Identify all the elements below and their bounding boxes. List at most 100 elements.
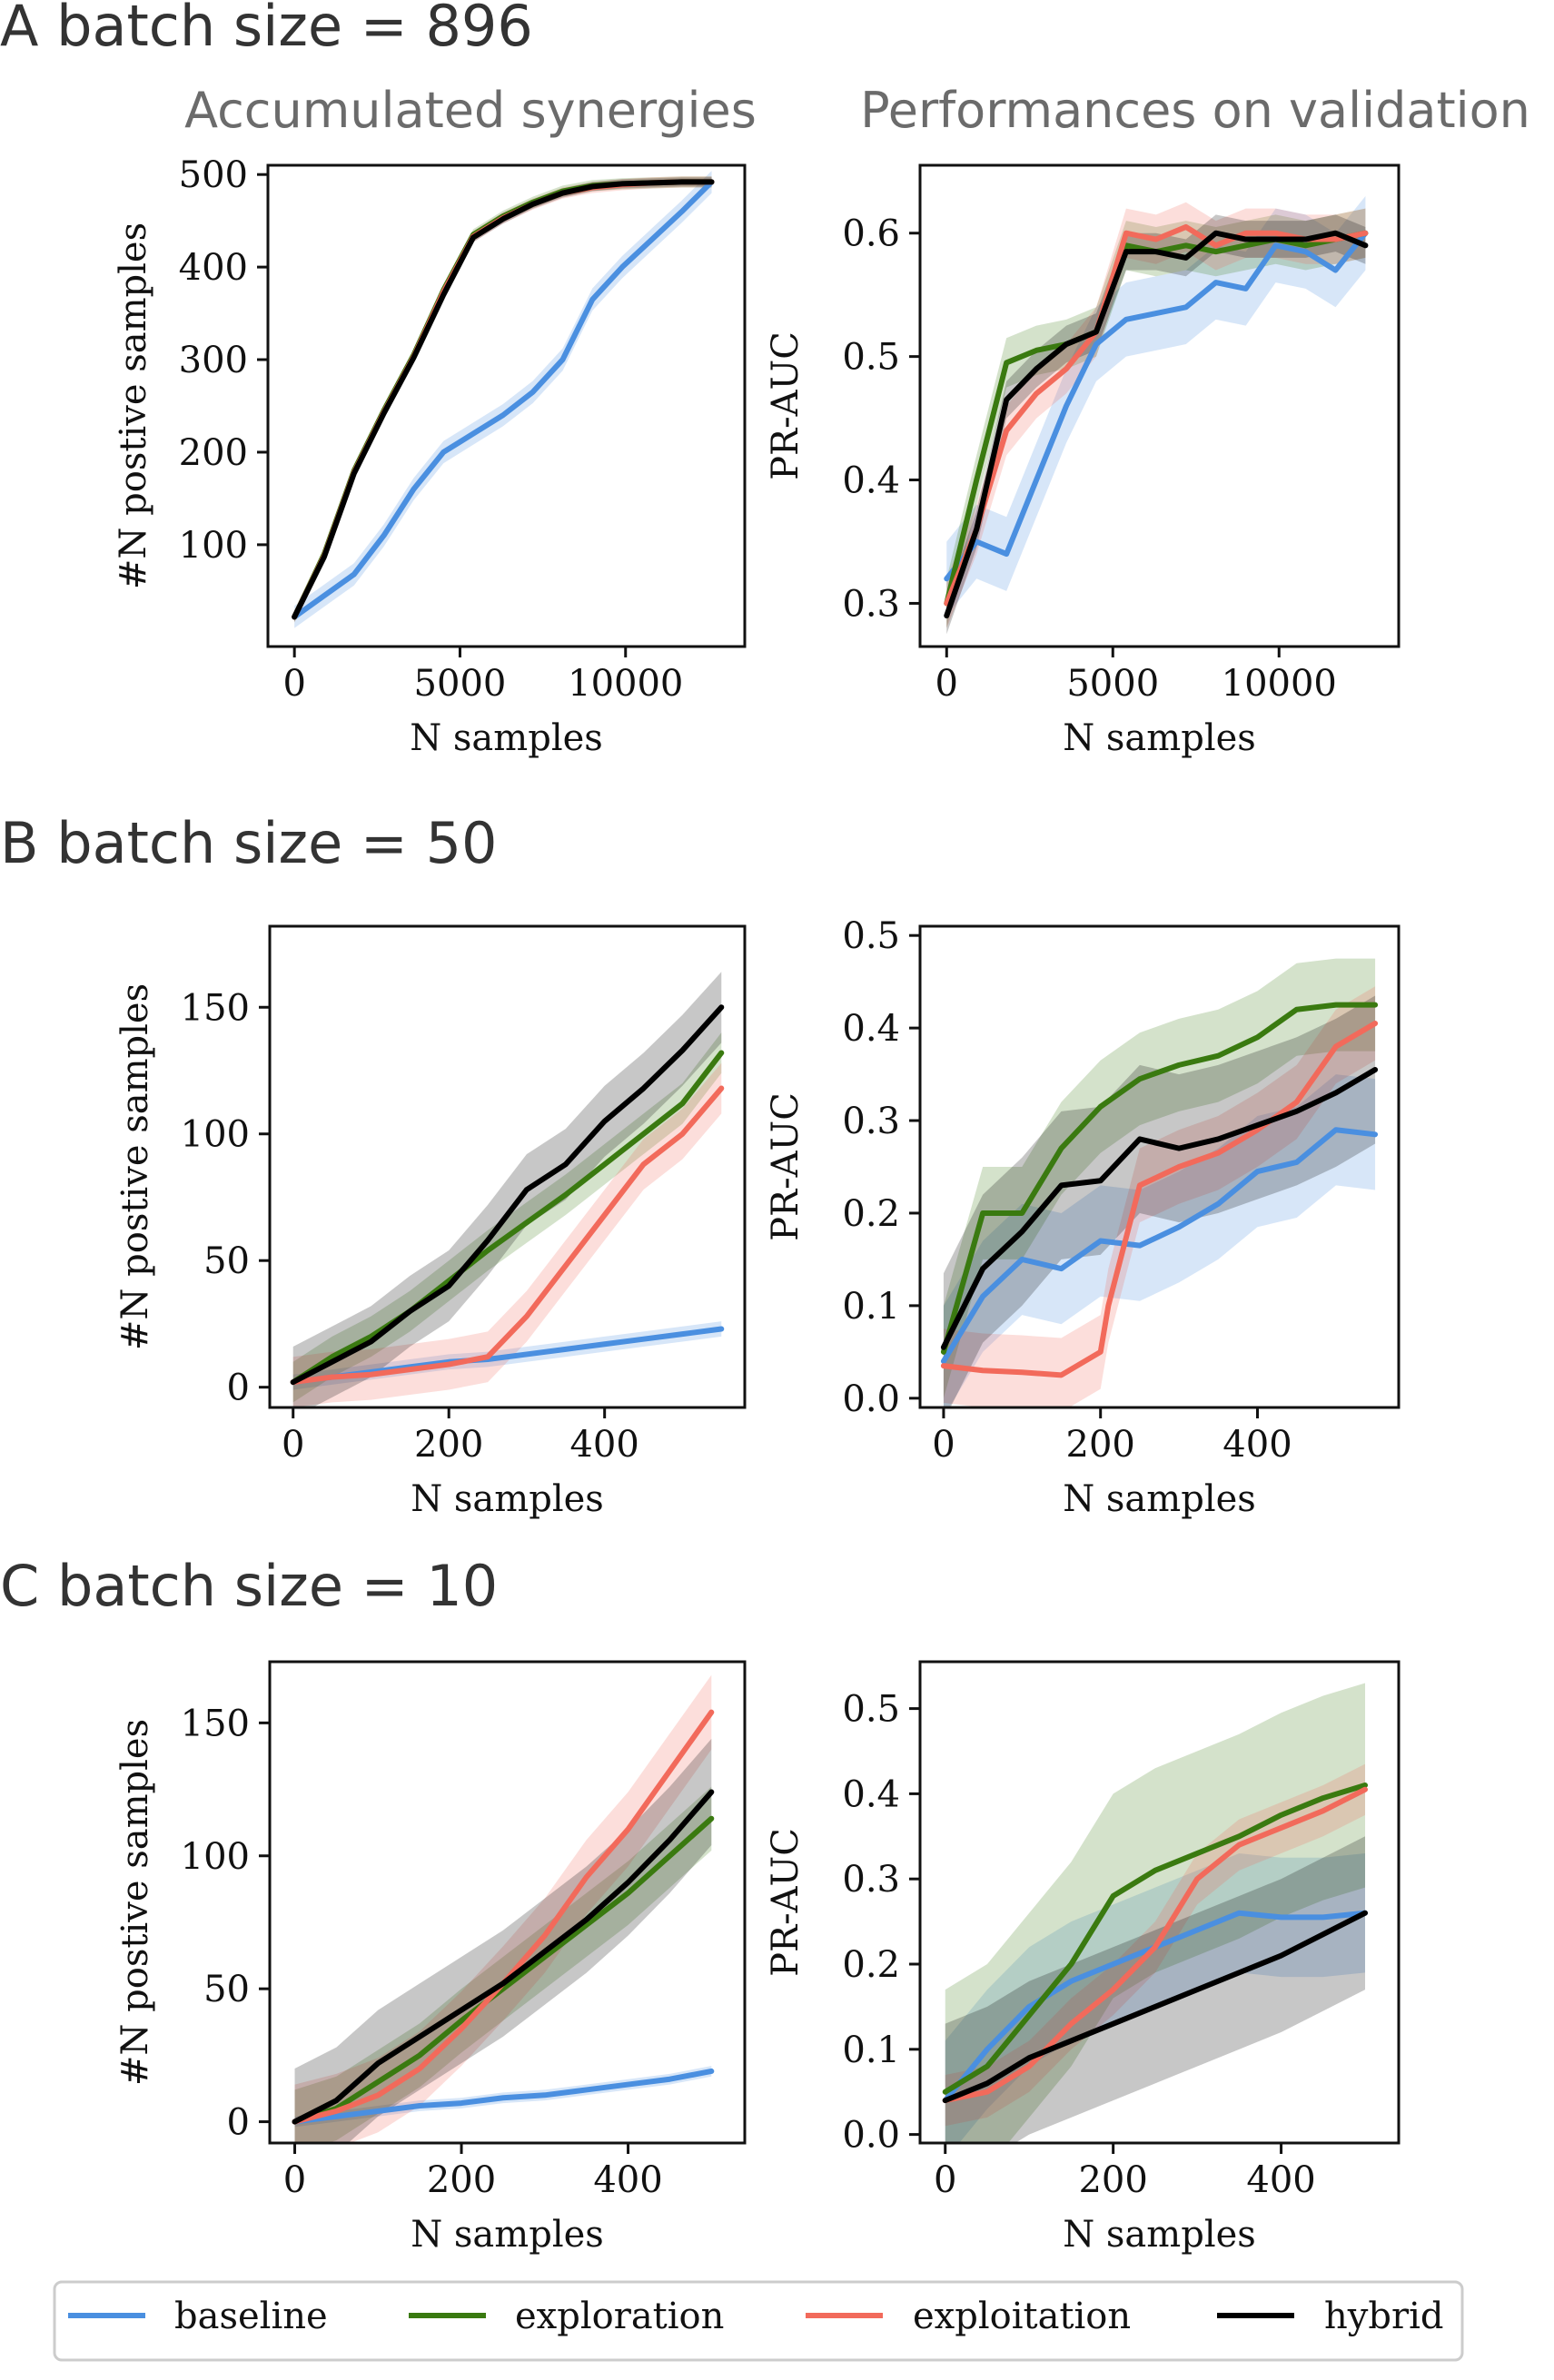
y-tick-label: 0.3 (842, 1101, 900, 1142)
x-tick-label: 0 (932, 1424, 955, 1466)
y-tick-label: 100 (181, 1114, 250, 1156)
panel-c-validation: 0 200 400 0.0 0.1 0.2 0.3 0.4 0.5 N samples PR-AUC (765, 1660, 1401, 2256)
x-tick-label: 400 (1222, 1424, 1292, 1466)
y-tick-label: 0 (227, 1368, 250, 1409)
y-axis-label: #N postive samples (114, 1719, 156, 2086)
x-tick-label: 400 (593, 2159, 662, 2201)
y-tick-label: 0.2 (842, 1193, 900, 1235)
series-band-exploration (945, 1683, 1366, 2143)
y-tick-label: 400 (179, 247, 248, 289)
panel-a-validation: 0 5000 10000 0.3 0.4 0.5 0.6 N samples PR-AUC (765, 163, 1401, 759)
y-tick-label: 150 (181, 1703, 250, 1744)
x-tick-label: 200 (1078, 2159, 1147, 2201)
x-axis-label: N samples (410, 717, 603, 759)
series-band-hybrid (943, 995, 1376, 1407)
x-tick-label: 5000 (1066, 663, 1159, 705)
series-line-baseline (292, 2068, 715, 2125)
y-tick-label: 0.5 (842, 337, 900, 379)
x-tick-label: 0 (282, 663, 305, 705)
y-tick-label: 0.0 (842, 2115, 900, 2157)
series-band-hybrid (294, 1738, 712, 2143)
x-tick-label: 0 (935, 663, 958, 705)
series-line-exploitation (942, 1786, 1369, 2104)
axes-frame (266, 163, 747, 648)
x-tick-label: 200 (427, 2159, 496, 2201)
x-tick-label: 0 (934, 2159, 956, 2201)
series-line-hybrid (942, 1910, 1369, 2104)
series-band-exploration (946, 208, 1366, 628)
series-band-exploration (294, 1786, 712, 2143)
plot-area (292, 1674, 715, 2143)
series-band-exploitation (946, 202, 1366, 628)
row-title-c: C batch size = 10 (0, 1553, 498, 1619)
y-tick-label: 50 (203, 1969, 250, 2010)
series-line-baseline (940, 1127, 1379, 1365)
row-title-b: B batch size = 50 (0, 810, 497, 876)
y-tick-label: 150 (181, 987, 250, 1029)
x-tick-label: 200 (414, 1424, 483, 1466)
series-line-hybrid (944, 230, 1369, 619)
axes-frame (268, 924, 747, 1409)
y-axis-label: PR-AUC (765, 331, 807, 480)
series-line-exploitation (940, 1021, 1379, 1378)
series-line-hybrid (940, 1066, 1379, 1350)
column-title-synergies: Accumulated synergies (184, 82, 757, 139)
series-line-hybrid (290, 1004, 725, 1386)
y-axis-label: #N postive samples (114, 983, 156, 1350)
series-band-exploration (943, 958, 1376, 1398)
legend-frame (53, 2280, 1464, 2362)
x-axis-label: N samples (411, 1478, 604, 1520)
legend-label-exploration: exploration (515, 2296, 724, 2337)
y-tick-label: 300 (179, 340, 248, 381)
plot-area (940, 958, 1379, 1407)
y-tick-label: 0.6 (842, 213, 900, 255)
y-tick-label: 100 (179, 525, 248, 567)
y-tick-label: 0.5 (842, 915, 900, 957)
panel-b-validation: 0 200 400 0.0 0.1 0.2 0.3 0.4 0.5 N samples PR-AUC (765, 915, 1401, 1520)
y-tick-label: 0 (227, 2102, 250, 2144)
axes-frame (918, 1660, 1401, 2145)
series-band-exploitation (294, 1674, 712, 2143)
y-axis-label: #N postive samples (113, 222, 154, 589)
x-tick-label: 10000 (568, 663, 683, 705)
y-tick-label: 100 (181, 1836, 250, 1878)
series-band-baseline (943, 1074, 1376, 1407)
y-tick-label: 0.3 (842, 1859, 900, 1901)
series-line-hybrid (292, 1789, 715, 2125)
panel-a-accumulated: 0 5000 10000 100 200 300 400 500 N samples #N pos… (113, 154, 747, 759)
series-band-hybrid (292, 972, 722, 1407)
column-title-validation: Performances on validation (860, 82, 1530, 139)
series-line-baseline (944, 230, 1369, 582)
series-line-exploration (940, 1002, 1379, 1355)
y-axis-label: PR-AUC (765, 1092, 807, 1241)
x-tick-label: 400 (1246, 2159, 1315, 2201)
y-tick-label: 0.1 (842, 1286, 900, 1328)
legend: baseline exploration exploitation hybrid (53, 2280, 1464, 2362)
axes-frame (268, 1660, 747, 2145)
x-tick-label: 0 (283, 2159, 306, 2201)
plot-area (944, 195, 1369, 635)
axes-frame (918, 163, 1401, 648)
x-axis-label: N samples (1063, 1478, 1256, 1520)
y-tick-label: 0.1 (842, 2029, 900, 2071)
y-tick-label: 0.0 (842, 1378, 900, 1420)
y-tick-label: 200 (179, 432, 248, 474)
x-tick-label: 0 (282, 1424, 304, 1466)
y-tick-label: 0.5 (842, 1689, 900, 1731)
y-axis-label: PR-AUC (765, 1828, 807, 1977)
x-axis-label: N samples (1063, 2214, 1256, 2256)
y-tick-label: 50 (203, 1240, 250, 1282)
plot-area (942, 1683, 1369, 2143)
plot-area (290, 972, 725, 1407)
panel-b-accumulated: 0 200 400 0 50 100 150 N samples #N postive samp… (114, 924, 747, 1520)
series-line-hybrid (292, 179, 715, 620)
x-tick-label: 10000 (1222, 663, 1337, 705)
legend-label-hybrid: hybrid (1324, 2296, 1443, 2337)
y-tick-label: 500 (179, 154, 248, 196)
x-axis-label: N samples (411, 2214, 604, 2256)
legend-label-exploitation: exploitation (913, 2296, 1131, 2337)
x-tick-label: 5000 (414, 663, 507, 705)
axes-frame (918, 924, 1401, 1409)
plot-area (292, 171, 715, 628)
